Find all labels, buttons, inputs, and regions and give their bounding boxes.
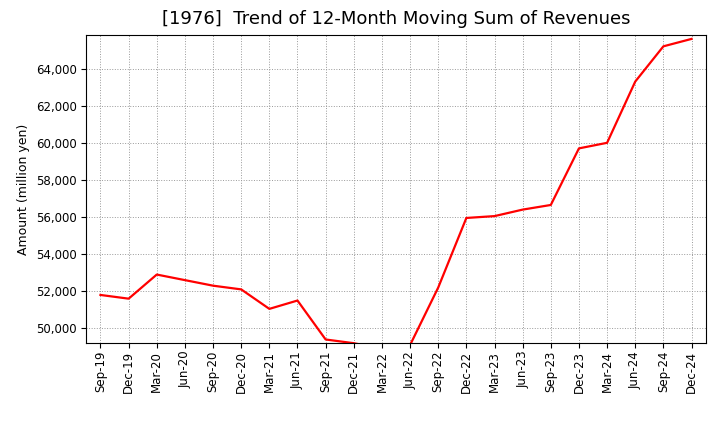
Title: [1976]  Trend of 12-Month Moving Sum of Revenues: [1976] Trend of 12-Month Moving Sum of R… (162, 10, 630, 28)
Y-axis label: Amount (million yen): Amount (million yen) (17, 124, 30, 255)
